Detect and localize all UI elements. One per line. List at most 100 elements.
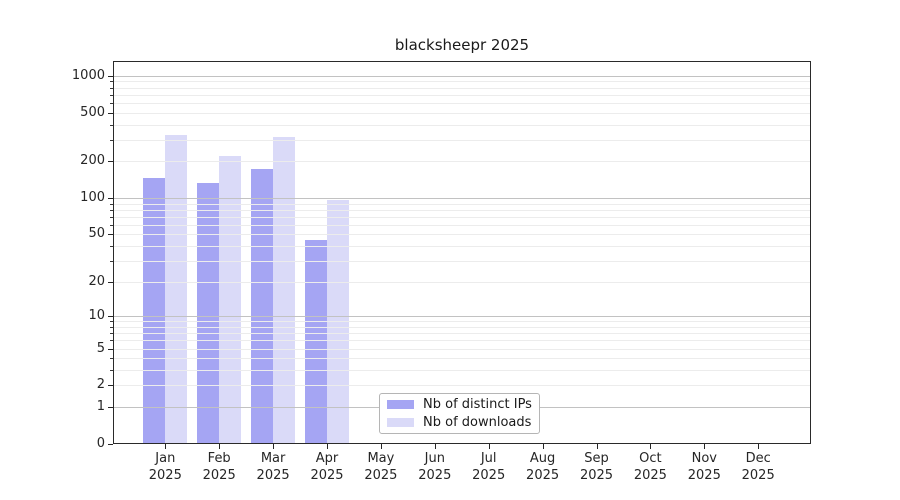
y-minortick-600 (110, 103, 113, 104)
x-tick-label-sep: Sep 2025 (579, 451, 614, 483)
x-tick-mar (273, 444, 275, 449)
gridline-minor-600 (114, 103, 810, 104)
gridline-minor-8 (114, 326, 810, 328)
y-minortick-700 (110, 94, 113, 96)
x-tick-label-apr: Apr 2025 (310, 451, 344, 483)
gridline-minor-700 (114, 94, 810, 96)
x-tick-label-feb: Feb 2025 (202, 451, 236, 483)
gridline-minor-800 (114, 87, 810, 89)
y-minortick-70 (110, 216, 113, 218)
gridline-minor-2 (114, 385, 810, 387)
y-tick-50 (108, 234, 113, 236)
gridline-minor-900 (114, 81, 810, 83)
legend: Nb of distinct IPs Nb of downloads (379, 393, 540, 434)
y-tick-0 (108, 444, 113, 445)
y-tick-5 (108, 348, 113, 350)
y-minortick-30 (110, 261, 113, 262)
y-tick-label-2: 2 (96, 377, 105, 393)
y-tick-20 (108, 281, 113, 283)
y-minortick-900 (110, 81, 113, 83)
y-tick-label-0: 0 (96, 436, 105, 451)
gridline-minor-200 (114, 161, 810, 163)
y-tick-label-500: 500 (80, 104, 105, 120)
x-tick-aug (542, 444, 544, 449)
gridline-minor-7 (114, 333, 810, 335)
x-tick-label-oct: Oct 2025 (633, 451, 667, 483)
y-minortick-6 (110, 340, 113, 342)
bar-distinct-ips-apr (305, 239, 327, 444)
bar-downloads-feb (219, 156, 242, 444)
y-tick-1 (108, 407, 113, 409)
x-tick-dec (758, 444, 760, 449)
x-tick-apr (327, 444, 328, 449)
gridline-minor-500 (114, 112, 810, 114)
gridline-minor-70 (114, 216, 810, 218)
bar-distinct-ips-mar (251, 169, 274, 444)
y-tick-label-5: 5 (96, 340, 105, 356)
y-minortick-4 (110, 358, 113, 360)
y-tick-label-200: 200 (80, 153, 105, 169)
x-tick-may (380, 444, 382, 449)
y-tick-label-1000: 1000 (71, 67, 105, 83)
x-tick-feb (219, 444, 221, 449)
y-tick-500 (108, 112, 113, 114)
y-minortick-80 (110, 209, 113, 211)
x-tick-label-jan: Jan 2025 (148, 451, 182, 483)
y-tick-200 (108, 161, 113, 163)
x-tick-label-jun: Jun 2025 (418, 451, 452, 483)
x-tick-jun (434, 444, 436, 449)
x-tick-oct (650, 444, 652, 449)
y-minortick-60 (110, 224, 113, 226)
gridline-minor-9 (114, 321, 810, 323)
gridline-major-1000 (114, 75, 810, 77)
bar-distinct-ips-feb (197, 182, 220, 444)
bar-downloads-mar (273, 137, 296, 444)
gridline-minor-30 (114, 261, 810, 262)
legend-swatch-distinct-ips (387, 400, 414, 409)
y-tick-label-100: 100 (80, 190, 105, 205)
y-minortick-8 (110, 326, 113, 328)
y-tick-100 (108, 198, 113, 199)
x-tick-label-jul: Jul 2025 (472, 451, 506, 483)
gridline-minor-60 (114, 224, 810, 226)
gridline-minor-40 (114, 246, 810, 248)
x-tick-label-nov: Nov 2025 (687, 451, 721, 483)
chart-title: blacksheepr 2025 (394, 36, 530, 54)
gridline-minor-5 (114, 348, 810, 350)
x-tick-label-dec: Dec 2025 (741, 451, 775, 483)
gridline-minor-300 (114, 139, 810, 141)
gridline-minor-50 (114, 234, 810, 236)
y-minortick-3 (110, 370, 113, 372)
x-tick-label-may: May 2025 (364, 451, 398, 483)
y-minortick-40 (110, 246, 113, 248)
y-tick-label-1: 1 (96, 399, 105, 415)
legend-entry-distinct-ips: Nb of distinct IPs (387, 396, 539, 412)
y-minortick-300 (110, 139, 113, 141)
x-tick-jan (165, 444, 167, 449)
bar-distinct-ips-jan (143, 178, 166, 444)
y-tick-1000 (108, 75, 113, 77)
x-tick-jul (488, 444, 490, 449)
y-minortick-800 (110, 87, 113, 89)
y-tick-label-10: 10 (88, 308, 105, 324)
y-minortick-9 (110, 321, 113, 323)
y-tick-10 (108, 316, 113, 318)
y-tick-label-50: 50 (88, 226, 105, 242)
gridline-minor-20 (114, 281, 810, 283)
legend-label-downloads: Nb of downloads (423, 414, 532, 430)
gridline-major-10 (114, 316, 810, 318)
x-tick-label-mar: Mar 2025 (256, 451, 290, 483)
y-minortick-90 (110, 203, 113, 205)
y-minortick-7 (110, 333, 113, 335)
legend-entry-downloads: Nb of downloads (387, 414, 539, 430)
gridline-minor-90 (114, 203, 810, 205)
gridline-minor-3 (114, 370, 810, 372)
x-tick-sep (596, 444, 598, 449)
legend-swatch-downloads (387, 418, 414, 427)
gridline-minor-400 (114, 124, 810, 126)
x-tick-nov (704, 444, 706, 449)
gridline-minor-80 (114, 209, 810, 211)
legend-label-distinct-ips: Nb of distinct IPs (423, 396, 532, 412)
gridline-major-100 (114, 198, 810, 199)
